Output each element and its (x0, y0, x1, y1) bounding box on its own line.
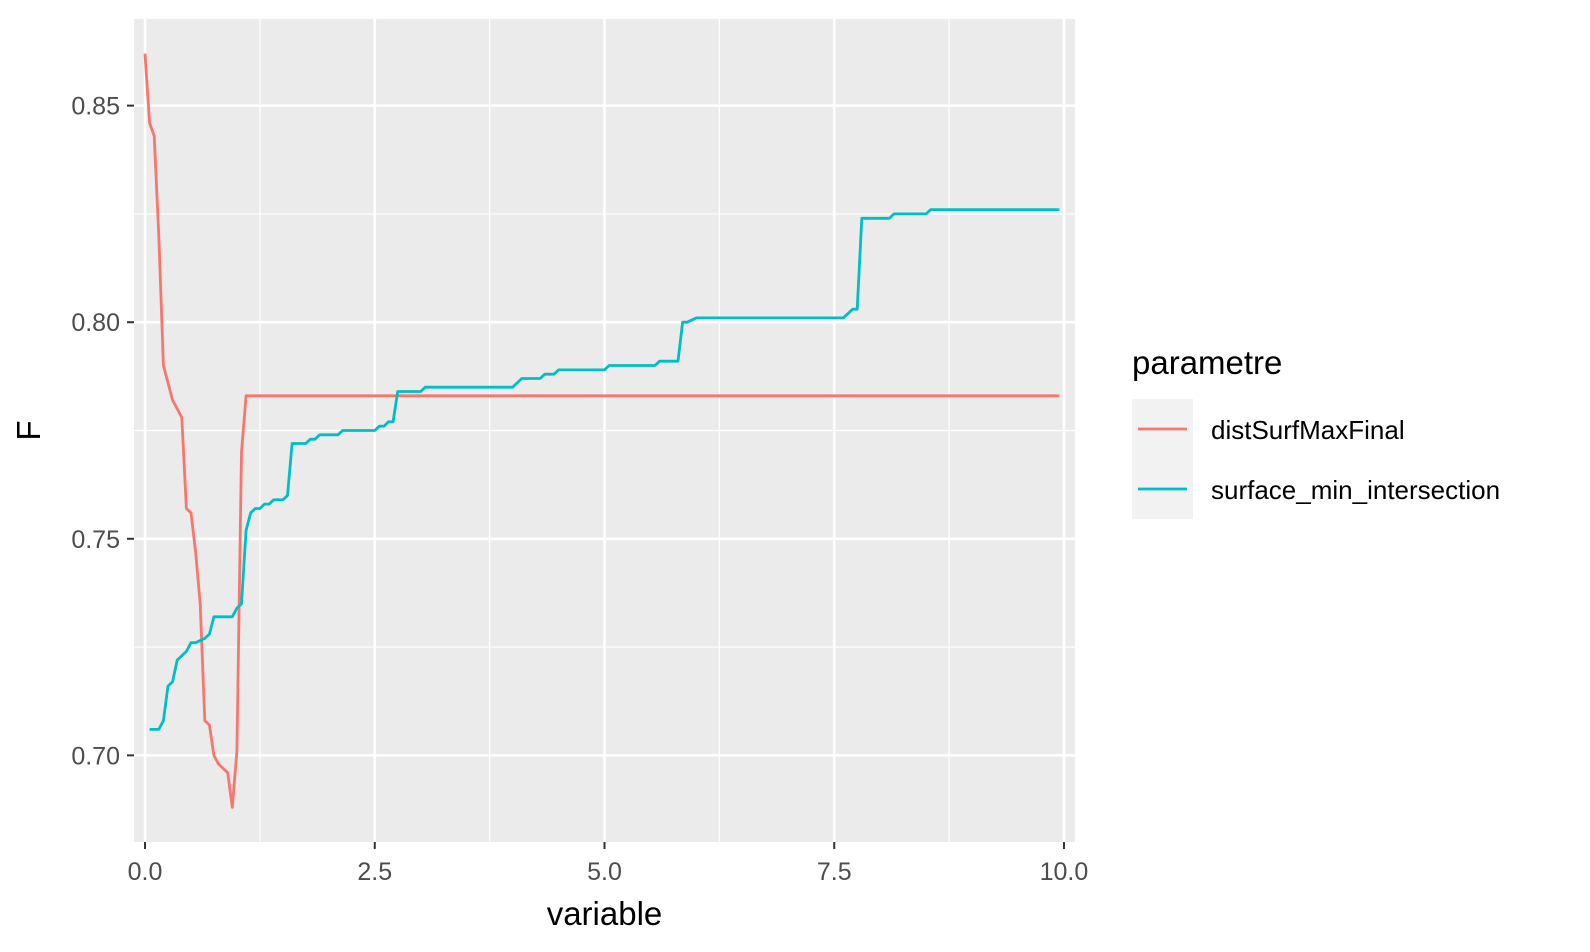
legend-title: parametre (1132, 344, 1282, 381)
series-line-2 (149, 208, 1060, 731)
y-tick-label: 0.70 (71, 742, 120, 770)
y-tick-label: 0.75 (71, 526, 120, 554)
x-tick-label: 10.0 (1040, 858, 1089, 886)
x-tick-label: 2.5 (357, 858, 392, 886)
y-tick-label: 0.85 (71, 93, 120, 121)
legend-items: distSurfMaxFinal surface_min_intersection (1138, 415, 1500, 505)
y-axis-title: F (10, 420, 47, 440)
x-axis-title: variable (547, 895, 663, 932)
y-axis: 0.70 0.75 0.80 0.85 (71, 93, 134, 770)
x-tick-label: 0.0 (128, 858, 163, 886)
x-tick-label: 5.0 (587, 858, 622, 886)
series-line-1 (143, 53, 1060, 809)
y-tick-label: 0.80 (71, 309, 120, 337)
x-tick-label: 7.5 (817, 858, 852, 886)
series-layer (143, 53, 1060, 809)
legend-keys-background (1132, 399, 1193, 519)
legend-label-1: distSurfMaxFinal (1211, 415, 1405, 445)
legend: parametre distSurfMaxFinal surface_min_in… (1132, 344, 1500, 519)
x-axis: 0.0 2.5 5.0 7.5 10.0 (128, 842, 1089, 886)
grid-major (134, 19, 1075, 842)
legend-label-2: surface_min_intersection (1211, 475, 1500, 505)
